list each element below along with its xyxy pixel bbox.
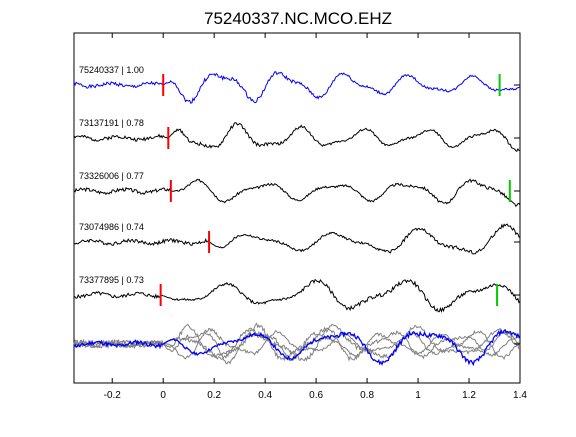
plot-frame [73,32,521,384]
stack-line [73,322,520,362]
trace-label: 73326006 | 0.77 [79,171,144,181]
x-tick-label: 1.2 [462,390,476,401]
trace-line [73,122,521,153]
trace-line [73,278,521,313]
trace-group: 75240337 | 1.00 73137191 | 0.78 73326006 |… [73,65,521,367]
x-tick-label: 0 [160,390,166,401]
trace-line [73,178,521,207]
trace-line [73,71,521,104]
trace-label: 75240337 | 1.00 [79,65,144,75]
x-tick-label: 0.2 [207,390,221,401]
stack-line-main [73,328,521,367]
x-tick-label: 0.8 [360,390,374,401]
trace-label: 73377895 | 0.73 [79,275,144,285]
x-tick-label: 1.4 [513,390,527,401]
x-tick-label: 0.4 [258,390,272,401]
trace-label: 73137191 | 0.78 [79,118,144,128]
x-tick-label: 1 [415,390,421,401]
x-tick-label: -0.2 [104,390,122,401]
chart-title: 75240337.NC.MCO.EHZ [204,9,392,28]
x-axis: -0.2 0 0.2 0.4 0.6 0.8 1 1.2 1.4 [104,33,527,401]
trace-label: 73074986 | 0.74 [79,222,144,232]
overlay-stack [73,322,521,367]
x-tick-label: 0.6 [309,390,323,401]
trace-line [73,223,521,255]
